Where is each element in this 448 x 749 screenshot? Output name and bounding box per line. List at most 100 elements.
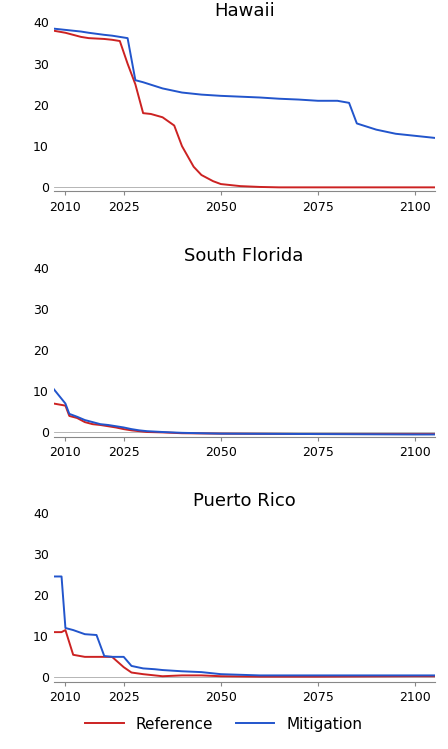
Reference: [94, 652, 99, 661]
Reference: [133, 80, 138, 89]
Reference: [179, 428, 185, 437]
Reference: [432, 183, 437, 192]
Reference: [218, 429, 224, 438]
Reference: [144, 428, 150, 437]
Mitigation: [199, 667, 204, 676]
Mitigation: [140, 78, 146, 87]
Mitigation: [160, 428, 165, 437]
Mitigation: [105, 420, 111, 429]
Mitigation: [121, 423, 126, 432]
Mitigation: [296, 95, 301, 104]
Reference: [199, 171, 204, 180]
Reference: [211, 177, 216, 186]
Reference: [218, 180, 224, 189]
Mitigation: [218, 429, 224, 438]
Reference: [179, 142, 185, 151]
Line: Mitigation: Mitigation: [54, 28, 435, 138]
Reference: [70, 650, 76, 659]
Mitigation: [257, 671, 263, 680]
Mitigation: [374, 125, 379, 134]
Reference: [315, 430, 321, 439]
Mitigation: [179, 428, 185, 437]
Mitigation: [63, 399, 68, 408]
Mitigation: [90, 418, 95, 427]
Mitigation: [82, 630, 87, 639]
Mitigation: [129, 425, 134, 434]
Reference: [51, 628, 56, 637]
Mitigation: [82, 416, 87, 425]
Mitigation: [335, 97, 340, 106]
Mitigation: [102, 31, 107, 40]
Reference: [109, 35, 115, 44]
Reference: [117, 37, 122, 46]
Reference: [160, 672, 165, 681]
Mitigation: [413, 671, 418, 680]
Reference: [129, 426, 134, 435]
Mitigation: [354, 119, 360, 128]
Reference: [413, 430, 418, 439]
Mitigation: [51, 572, 56, 581]
Mitigation: [129, 661, 134, 670]
Reference: [125, 59, 130, 68]
Mitigation: [109, 652, 115, 661]
Reference: [105, 422, 111, 431]
Reference: [335, 183, 340, 192]
Reference: [78, 32, 84, 41]
Mitigation: [432, 133, 437, 142]
Reference: [276, 183, 282, 192]
Reference: [63, 625, 68, 634]
Mitigation: [102, 652, 107, 661]
Mitigation: [432, 430, 437, 439]
Reference: [315, 672, 321, 681]
Mitigation: [133, 76, 138, 85]
Mitigation: [94, 631, 99, 640]
Mitigation: [315, 671, 321, 680]
Reference: [315, 183, 321, 192]
Reference: [51, 26, 56, 35]
Mitigation: [78, 27, 84, 36]
Mitigation: [137, 426, 142, 435]
Reference: [74, 413, 80, 422]
Mitigation: [86, 28, 91, 37]
Mitigation: [315, 97, 321, 106]
Mitigation: [199, 90, 204, 99]
Reference: [63, 401, 68, 410]
Mitigation: [125, 34, 130, 43]
Mitigation: [393, 130, 398, 139]
Mitigation: [109, 31, 115, 40]
Mitigation: [117, 32, 122, 41]
Mitigation: [413, 430, 418, 439]
Title: Puerto Rico: Puerto Rico: [193, 491, 296, 509]
Reference: [296, 183, 301, 192]
Mitigation: [276, 94, 282, 103]
Mitigation: [218, 91, 224, 100]
Mitigation: [218, 670, 224, 679]
Reference: [137, 427, 142, 436]
Reference: [191, 163, 196, 172]
Reference: [82, 418, 87, 427]
Line: Reference: Reference: [54, 31, 435, 187]
Reference: [121, 663, 126, 672]
Reference: [152, 671, 158, 680]
Mitigation: [257, 93, 263, 102]
Reference: [82, 652, 87, 661]
Reference: [86, 34, 91, 43]
Reference: [160, 428, 165, 437]
Reference: [102, 652, 107, 661]
Reference: [257, 183, 263, 192]
Mitigation: [59, 572, 64, 581]
Mitigation: [144, 427, 150, 436]
Title: South Florida: South Florida: [185, 246, 304, 264]
Reference: [113, 423, 119, 432]
Mitigation: [140, 664, 146, 673]
Mitigation: [179, 88, 185, 97]
Mitigation: [346, 98, 352, 107]
Mitigation: [432, 671, 437, 680]
Reference: [199, 671, 204, 680]
Mitigation: [179, 667, 185, 676]
Line: Reference: Reference: [54, 404, 435, 434]
Mitigation: [51, 385, 56, 394]
Reference: [129, 668, 134, 677]
Mitigation: [113, 422, 119, 431]
Reference: [413, 183, 418, 192]
